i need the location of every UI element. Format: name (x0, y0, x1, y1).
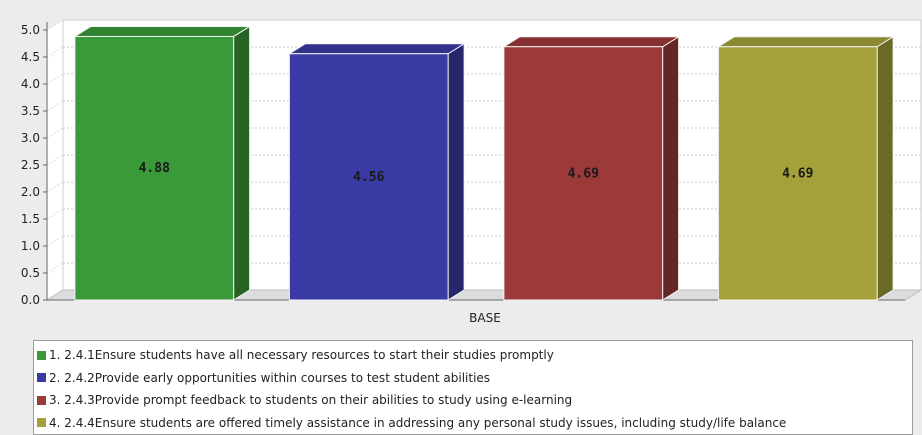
gridline-side (46, 46, 64, 58)
y-tick-label: 2.0 (21, 185, 40, 199)
bar-value-label: 4.69 (782, 166, 813, 181)
bar-1: 4.88 (73, 25, 252, 301)
y-tick-label: 0.0 (21, 293, 40, 307)
bar-4: 4.69 (716, 35, 895, 301)
bar-value-label: 4.56 (353, 170, 384, 185)
bars-layer: 4.88 4.56 4.69 4.69 (73, 25, 895, 301)
gridline-side (46, 235, 64, 247)
bar-3: 4.69 (502, 35, 681, 301)
bar-side (233, 25, 251, 301)
gridline-side (46, 19, 64, 31)
y-tick-label: 1.5 (21, 212, 40, 226)
gridline-side (46, 208, 64, 220)
y-tick-label: 0.5 (21, 266, 40, 280)
bar-side (447, 42, 465, 301)
y-tick-label: 5.0 (21, 23, 40, 37)
gridline-side (46, 100, 64, 112)
legend-swatch (37, 373, 46, 383)
gridline-side (46, 73, 64, 85)
legend-label: 2. 2.4.2Provide early opportunities with… (49, 370, 491, 385)
bar-top (287, 43, 466, 55)
bar-2: 4.56 (287, 42, 466, 301)
bar-front (288, 53, 449, 301)
legend-item: 3. 2.4.3Provide prompt feedback to stude… (37, 389, 912, 412)
y-tick-label: 3.0 (21, 131, 40, 145)
gridline-side (46, 181, 64, 193)
bar-chart: 0.00.51.01.52.02.53.03.54.04.55.0 4.884.… (21, 19, 922, 325)
legend-label: 3. 2.4.3Provide prompt feedback to stude… (49, 393, 573, 408)
bar-front (717, 46, 878, 301)
bar-side (876, 35, 894, 301)
bar-top (73, 25, 252, 37)
legend-swatch (37, 418, 46, 428)
x-axis-label: BASE (469, 311, 501, 325)
legend-item: 1. 2.4.1Ensure students have all necessa… (37, 344, 912, 367)
legend-swatch (37, 395, 46, 405)
bar-value-label: 4.69 (568, 166, 599, 181)
gridline-side (46, 127, 64, 139)
bar-value-label: 4.88 (139, 161, 170, 176)
y-tick-label: 3.5 (21, 104, 40, 118)
legend-label: 1. 2.4.1Ensure students have all necessa… (49, 348, 554, 363)
bar-front (74, 35, 235, 301)
y-tick-label: 4.0 (21, 77, 40, 91)
legend-swatch (37, 350, 46, 360)
bar-top (502, 36, 681, 48)
y-tick-label: 1.0 (21, 239, 40, 253)
legend-item: 2. 2.4.2Provide early opportunities with… (37, 367, 912, 390)
bar-front (503, 46, 664, 301)
bar-top (716, 36, 895, 48)
legend-item: 4. 2.4.4Ensure students are offered time… (37, 412, 912, 435)
bar-side (662, 35, 680, 301)
y-tick-label: 4.5 (21, 50, 40, 64)
chart-legend: 1. 2.4.1Ensure students have all necessa… (33, 340, 913, 435)
y-tick-label: 2.5 (21, 158, 40, 172)
gridline-side (46, 262, 64, 274)
gridline-side (46, 154, 64, 166)
legend-label: 4. 2.4.4Ensure students are offered time… (49, 415, 787, 430)
